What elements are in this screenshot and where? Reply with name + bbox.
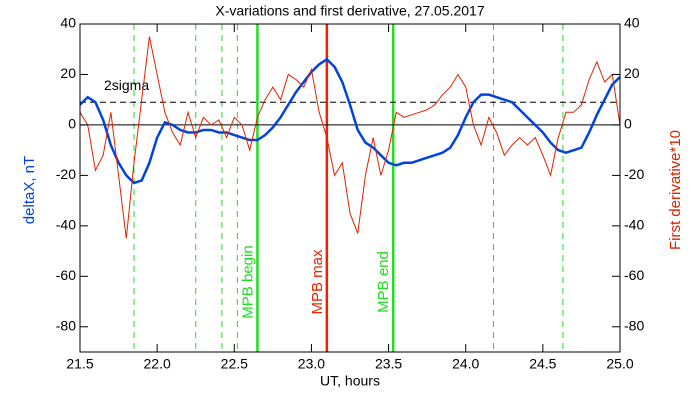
y2-axis-label: First derivative*10 [667,130,684,250]
x-tick-label: 22.0 [144,356,171,372]
x-tick-label: 23.0 [298,356,325,372]
y2-tick-label: 40 [624,15,640,31]
x-tick-label: 24.0 [452,356,479,372]
y-tick-label: -60 [56,267,76,283]
x-tick-label: 23.5 [375,356,402,372]
y-axis-label: deltaX, nT [21,156,38,224]
y-tick-label: 20 [60,65,76,81]
x-tick-label: 22.5 [221,356,248,372]
x-axis-label: UT, hours [320,373,380,389]
y-tick-label: -40 [56,217,76,233]
series-line [79,36,621,239]
series-line [79,57,621,185]
x-tick-label: 21.5 [66,356,93,372]
marker-label: MPB end [375,251,392,313]
y-tick-label: -80 [56,317,76,333]
y2-tick-label: 0 [624,116,632,132]
y2-tick-label: -40 [624,217,644,233]
marker-label: MPB max [309,249,326,315]
x-tick-label: 25.0 [606,356,633,372]
y-tick-label: 0 [68,116,76,132]
reference-label: 2sigma [104,77,149,93]
y2-tick-label: -60 [624,267,644,283]
y-tick-label: 40 [60,15,76,31]
y2-tick-label: 20 [624,65,640,81]
chart-title: X-variations and first derivative, 27.05… [215,3,484,19]
y2-tick-label: -80 [624,317,644,333]
y-tick-label: -20 [56,166,76,182]
marker-label: MPB begin [239,245,256,318]
y2-tick-label: -20 [624,166,644,182]
plot-frame [79,23,621,353]
x-tick-label: 24.5 [529,356,556,372]
